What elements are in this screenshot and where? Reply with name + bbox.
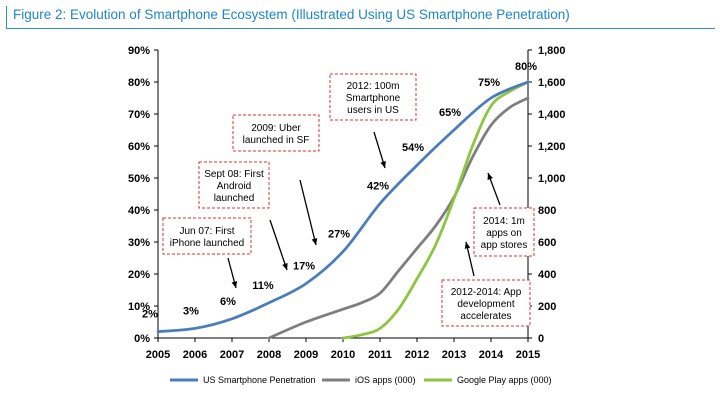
annotation-text: 2009: Uber [251, 123, 301, 134]
right-tick-label: 600 [538, 237, 556, 249]
data-label: 11% [252, 280, 274, 292]
x-tick-label: 2010 [331, 349, 355, 361]
x-tick-label: 2014 [479, 349, 504, 361]
x-tick-label: 2008 [257, 349, 281, 361]
annotation-arrowhead [464, 242, 471, 249]
left-tick-label: 40% [128, 205, 150, 217]
annotation-box [232, 114, 320, 152]
left-tick-label: 10% [128, 301, 150, 313]
data-label: 2% [142, 309, 158, 321]
annotation-arrow [269, 219, 288, 271]
annotation-text: users in US [347, 105, 399, 116]
data-label: 17% [293, 261, 315, 273]
annotation-arrowhead [231, 281, 238, 288]
annotation-text: launched in SF [243, 135, 310, 146]
legend-label: iOS apps (000) [355, 375, 416, 385]
legend-label: US Smartphone Penetration [203, 375, 316, 385]
annotation-box [473, 207, 535, 257]
annotation-arrowhead [380, 161, 386, 168]
annotation-text: 2012: 100m [347, 81, 400, 92]
series-line-google-play-apps [341, 80, 530, 340]
data-label: 6% [220, 296, 236, 308]
legend-label: Google Play apps (000) [457, 375, 552, 385]
x-tick-label: 2012 [405, 349, 429, 361]
annotation-text: 2014: 1m [483, 216, 525, 227]
right-tick-label: 1,800 [538, 45, 566, 57]
annotation-text: apps on [486, 228, 522, 239]
figure-title-bar: Figure 2: Evolution of Smartphone Ecosys… [6, 6, 715, 29]
series-line-ios-apps [267, 96, 530, 340]
annotation-box [441, 279, 531, 327]
left-tick-label: 90% [128, 45, 150, 57]
annotation-arrowhead [487, 173, 493, 180]
left-tick-label: 0% [134, 333, 150, 345]
x-tick-label: 2011 [368, 349, 392, 361]
left-tick-label: 30% [128, 237, 150, 249]
data-label: 65% [439, 107, 461, 119]
x-tick-label: 2013 [442, 349, 466, 361]
annotation-text: accelerates [460, 311, 511, 322]
left-tick-label: 70% [128, 109, 150, 121]
data-label: 75% [478, 77, 500, 89]
annotation-text: Smartphone [346, 93, 401, 104]
annotation-text: Sept 08: First [204, 169, 264, 180]
legend-item: Google Play apps (000) [424, 375, 552, 385]
annotation-text: app stores [481, 240, 528, 251]
right-tick-label: 1,000 [538, 173, 566, 185]
annotation-arrowhead [282, 263, 288, 270]
x-tick-label: 2006 [183, 349, 207, 361]
right-tick-label: 400 [538, 269, 556, 281]
annotation-text: Android [217, 181, 251, 192]
x-tick-label: 2009 [294, 349, 318, 361]
right-tick-label: 1,600 [538, 77, 566, 89]
x-tick-label: 2015 [516, 349, 540, 361]
data-label: 27% [328, 229, 350, 241]
data-label: 80% [515, 61, 537, 73]
annotation-text: launched [214, 193, 255, 204]
annotation-arrow [299, 179, 317, 246]
left-tick-label: 50% [128, 173, 150, 185]
data-label: 3% [183, 305, 199, 317]
left-tick-label: 60% [128, 141, 150, 153]
series-line-us-penetration [156, 80, 530, 333]
annotation-box [329, 73, 417, 121]
right-tick-label: 200 [538, 301, 556, 313]
legend-item: iOS apps (000) [322, 375, 416, 385]
annotation-text: 2012-2014: App [451, 287, 522, 298]
right-tick-label: 1,400 [538, 109, 566, 121]
data-label: 54% [402, 142, 424, 154]
x-tick-label: 2005 [146, 349, 170, 361]
left-tick-label: 80% [128, 77, 150, 89]
right-tick-label: 0 [538, 333, 544, 345]
x-tick-label: 2007 [220, 349, 244, 361]
annotation-box [198, 161, 270, 209]
annotation-text: Jun 07: First [179, 226, 234, 237]
data-label: 42% [367, 181, 389, 193]
annotation-arrowhead [311, 238, 318, 245]
chart: 0% 10% 20% 30% 40% 50% 60% 70% 80% 90% 0 200 400 600 8… [128, 45, 566, 385]
legend-item: US Smartphone Penetration [170, 375, 316, 385]
right-tick-label: 1,200 [538, 141, 566, 153]
annotation-box [162, 217, 252, 255]
right-tick-label: 800 [538, 205, 556, 217]
figure-title: Figure 2: Evolution of Smartphone Ecosys… [13, 7, 570, 22]
annotation-text: iPhone launched [170, 238, 245, 249]
annotation-text: development [457, 299, 514, 310]
left-tick-label: 20% [128, 269, 150, 281]
